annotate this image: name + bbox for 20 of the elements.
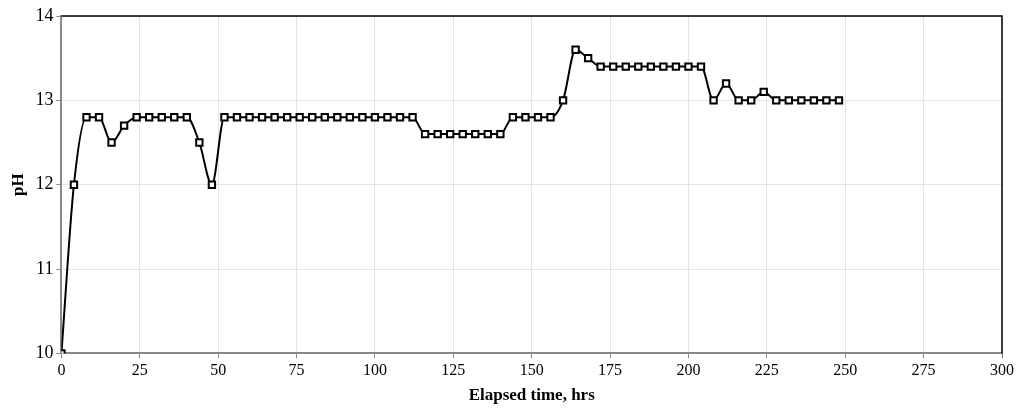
y-tick-label: 10: [35, 342, 54, 363]
y-tick-label: 13: [35, 89, 54, 110]
x-tick-label: 150: [519, 361, 544, 379]
y-tick-label: 11: [36, 257, 54, 278]
x-tick-label: 25: [131, 361, 148, 379]
x-tick-label: 300: [990, 361, 1014, 379]
x-tick-label: 50: [210, 361, 227, 379]
x-tick-label: 200: [676, 361, 701, 379]
x-tick-label: 250: [833, 361, 858, 379]
y-tick-label: 12: [35, 173, 54, 194]
y-axis-title: pH: [7, 173, 27, 197]
x-tick-label: 125: [441, 361, 466, 379]
x-tick-label: 275: [911, 361, 936, 379]
x-axis-title: Elapsed time, hrs: [468, 385, 596, 405]
y-tick-label: 14: [35, 4, 54, 25]
x-tick-label: 0: [57, 361, 66, 379]
x-tick-label: 75: [288, 361, 305, 379]
x-tick-label: 175: [598, 361, 623, 379]
x-tick-label: 100: [362, 361, 387, 379]
x-tick-label: 225: [754, 361, 779, 379]
